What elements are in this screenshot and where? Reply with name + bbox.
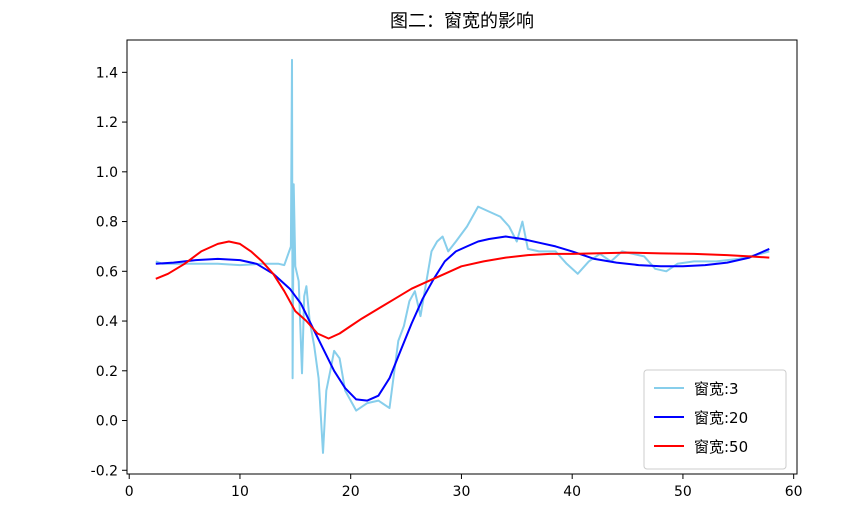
y-tick-label: 1.0 (96, 165, 118, 181)
x-tick-label: 50 (674, 484, 692, 500)
y-tick-label: 0.8 (96, 215, 118, 231)
y-tick-label: 1.4 (96, 65, 118, 81)
plot-area (155, 58, 770, 454)
x-tick-label: 30 (453, 484, 471, 500)
y-tick-label: 0.4 (96, 314, 118, 330)
x-tick-label: 60 (785, 484, 803, 500)
x-tick-label: 0 (125, 484, 134, 500)
axes-frame (126, 39, 798, 475)
y-tick-label: 1.2 (96, 115, 118, 131)
y-tick-label: 0.0 (96, 414, 118, 430)
x-tick-label: 20 (342, 484, 360, 500)
series-line-1 (155, 58, 770, 454)
chart-title: 图二：窗宽的影响 (390, 11, 534, 32)
y-axis: -0.2 0.0 0.2 0.4 0.6 0.8 1.0 1.2 1.4 (91, 65, 127, 479)
y-tick-label: 0.6 (96, 264, 118, 280)
series-line-2 (155, 235, 770, 402)
x-tick-label: 40 (563, 484, 581, 500)
legend-label-1: 窗宽:3 (694, 380, 739, 398)
legend-box (643, 369, 787, 470)
legend-label-2: 窗宽:20 (694, 409, 748, 427)
legend: 窗宽:3 窗宽:20 窗宽:50 (643, 369, 787, 470)
legend-label-3: 窗宽:50 (694, 438, 748, 456)
y-tick-label: -0.2 (91, 463, 118, 479)
y-tick-label: 0.2 (96, 364, 118, 380)
series-line-3 (155, 240, 770, 340)
x-axis: 0 10 20 30 40 50 60 (125, 474, 803, 500)
x-tick-label: 10 (231, 484, 249, 500)
